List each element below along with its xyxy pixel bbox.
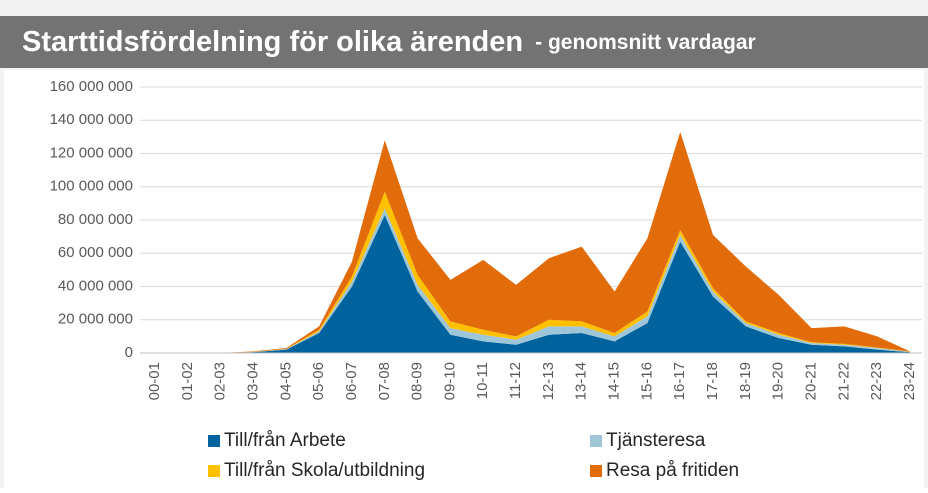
- y-tick-label: 80 000 000: [58, 211, 133, 228]
- x-tick-label: 03-04: [244, 362, 261, 400]
- x-tick-label: 02-03: [212, 362, 229, 400]
- x-tick-label: 21-22: [835, 362, 852, 400]
- area: [155, 215, 910, 353]
- x-tick-label: 17-18: [704, 362, 721, 400]
- y-tick-label: 120 000 000: [50, 144, 133, 161]
- legend-swatch: [208, 465, 220, 477]
- legend-label: Till/från Skola/utbildning: [224, 460, 425, 481]
- x-tick-label: 10-11: [474, 362, 491, 399]
- x-tick-label: 05-06: [310, 362, 327, 400]
- y-tick-label: 20 000 000: [58, 311, 133, 328]
- x-tick-label: 01-02: [179, 362, 196, 400]
- legend-label: Till/från Arbete: [224, 430, 346, 451]
- area: [155, 131, 910, 353]
- x-tick-label: 12-13: [540, 362, 557, 400]
- title-bar: [0, 16, 928, 68]
- x-tick-label: 09-10: [441, 362, 458, 400]
- x-tick-label: 23-24: [901, 362, 918, 400]
- x-tick-label: 20-21: [802, 362, 819, 400]
- x-tick-label: 22-23: [868, 362, 885, 400]
- x-tick-label: 08-09: [409, 362, 426, 400]
- legend-label: Tjänsteresa: [606, 430, 706, 451]
- y-tick-label: 160 000 000: [50, 78, 133, 95]
- x-tick-label: 04-05: [277, 362, 294, 400]
- title: Starttidsfördelning för olika ärenden: [22, 26, 523, 58]
- x-tick-label: 07-08: [376, 362, 393, 400]
- legend-swatch: [590, 465, 602, 477]
- legend-swatch: [590, 435, 602, 447]
- subtitle: - genomsnitt vardagar: [535, 31, 756, 54]
- x-tick-label: 16-17: [671, 362, 688, 400]
- x-tick-label: 13-14: [573, 362, 590, 400]
- y-tick-label: 100 000 000: [50, 178, 133, 195]
- x-tick-label: 15-16: [638, 362, 655, 400]
- x-tick-label: 18-19: [737, 362, 754, 400]
- y-tick-label: 140 000 000: [50, 111, 133, 128]
- x-tick-label: 11-12: [507, 362, 524, 399]
- x-tick-label: 14-15: [606, 362, 623, 400]
- y-tick-label: 40 000 000: [58, 277, 133, 294]
- chart-title: Starttidsfördelning för olika ärenden - g…: [22, 26, 756, 58]
- y-tick-label: 60 000 000: [58, 244, 133, 261]
- x-tick-label: 19-20: [770, 362, 787, 400]
- legend-label: Resa på fritiden: [606, 460, 739, 481]
- y-tick-label: 0: [125, 344, 133, 361]
- x-tick-label: 06-07: [343, 362, 360, 400]
- x-tick-label: 00-01: [146, 362, 163, 400]
- legend-swatch: [208, 435, 220, 447]
